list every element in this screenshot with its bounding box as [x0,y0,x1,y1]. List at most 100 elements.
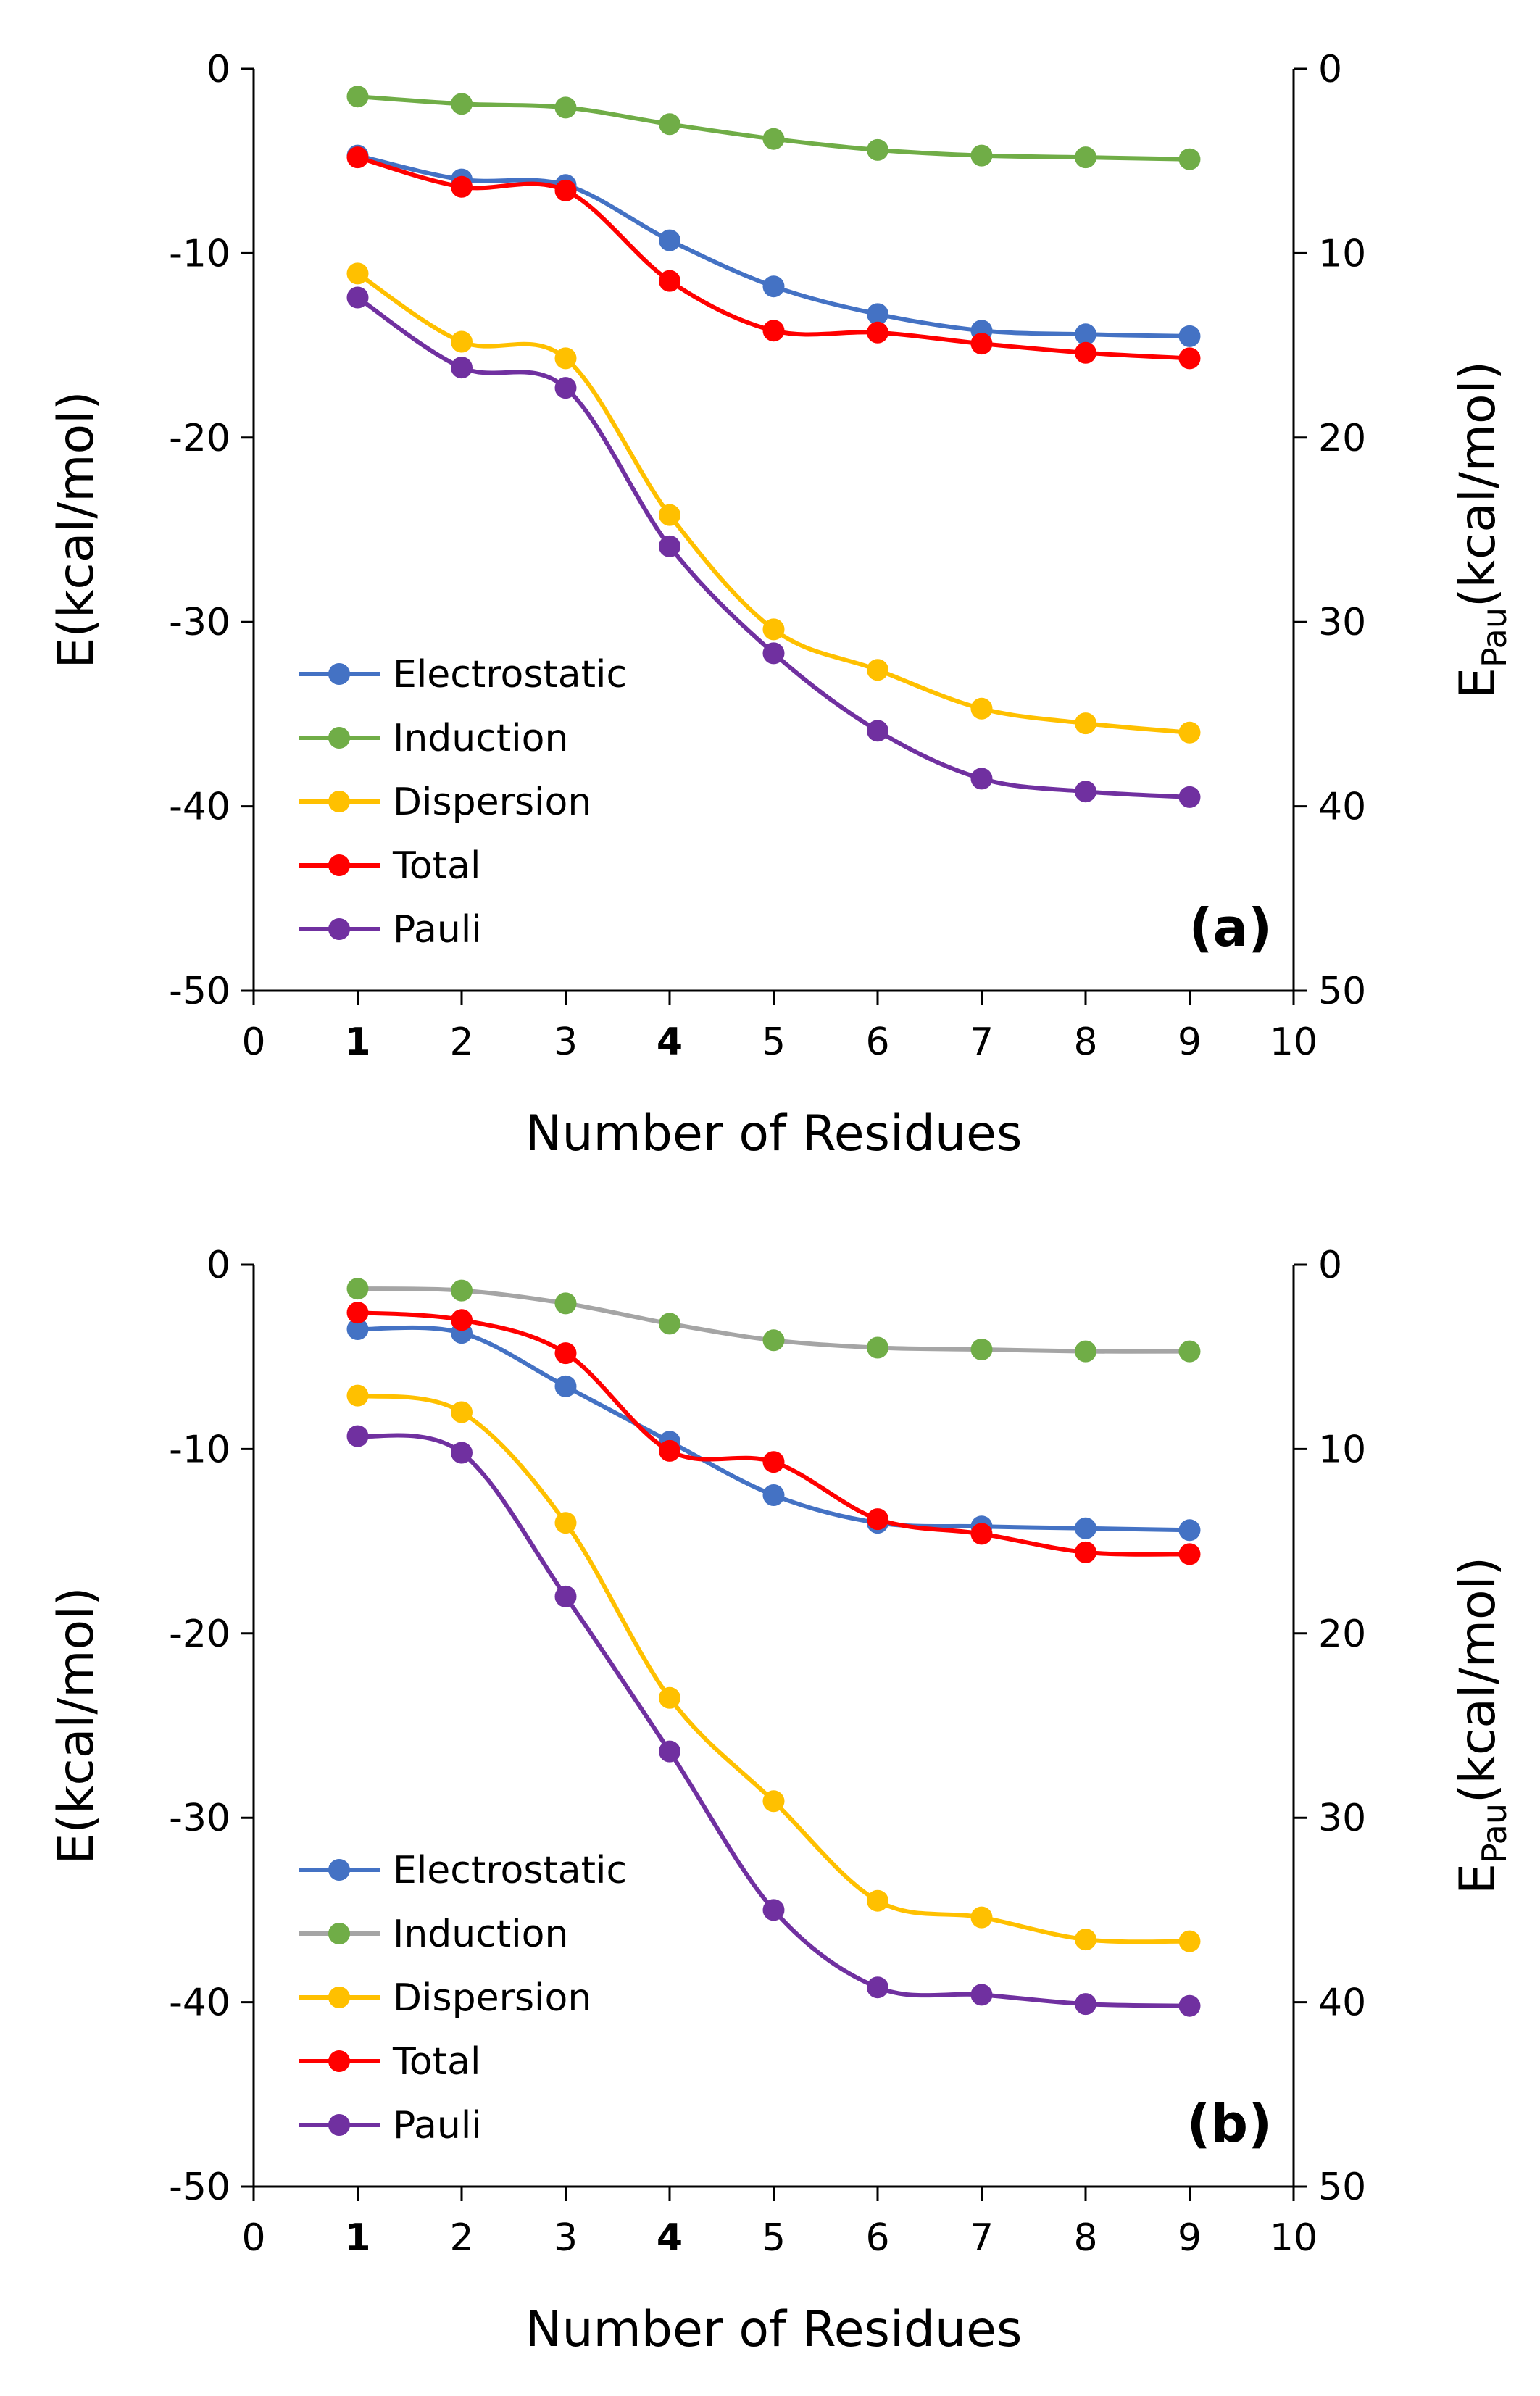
data-point-pauli [659,535,680,557]
data-point-induction [1075,146,1096,169]
data-point-pauli [1178,1994,1201,2017]
legend-marker-pauli [328,918,350,940]
data-point-total [451,175,473,198]
data-point-pauli [762,642,785,665]
legend-marker-total [328,2050,350,2072]
y2-tick-label: 40 [1318,786,1366,829]
x-axis-title: Number of Residues [525,2301,1023,2358]
y2-axis-title: EPau(kcal/mol) [1449,361,1514,699]
y2-axis-title-main: E [1449,1863,1507,1894]
x-tick-label: 7 [970,2216,994,2260]
x-tick-label: 6 [865,2216,889,2260]
y2-tick-label: 20 [1318,1613,1366,1656]
legend-label-induction: Induction [393,717,568,760]
data-point-total [867,321,888,344]
y2-axis-title-sub: Pau [1475,607,1514,667]
data-point-total [346,1302,369,1324]
x-tick-label: 2 [449,2216,473,2260]
chart-panel-b: 0 0 -10 10 -20 20 -30 30 -40 40 -50 50 0 1 2 3 4 5 6 7 8 9 10 N… [48,1244,1514,2358]
x-tick-label: 8 [1073,1020,1097,1064]
x-axis-title: Number of Residues [525,1105,1023,1162]
data-point-pauli [1075,1993,1096,2016]
data-point-pauli [659,1740,680,1763]
legend-label-electrostatic: Electrostatic [393,1849,627,1892]
y2-axis-title-rest: (kcal/mol) [1449,361,1507,607]
data-point-pauli [451,357,473,379]
y2-tick-label: 20 [1318,417,1366,460]
data-point-dispersion [970,697,993,720]
x-tick-label: 1 [344,1020,370,1064]
data-point-dispersion [659,504,680,526]
data-point-pauli [867,1976,888,1999]
data-point-dispersion [554,347,577,370]
legend-label-dispersion: Dispersion [393,781,591,824]
legend-marker-electrostatic [328,1859,350,1881]
data-point-dispersion [346,262,369,285]
legend-marker-induction [328,727,350,749]
data-point-induction [554,96,577,119]
y2-tick-label: 50 [1318,2166,1366,2209]
y-tick-label: -10 [169,1428,230,1471]
data-point-electrostatic [1075,323,1096,346]
data-point-induction [970,144,993,167]
data-point-induction [867,1336,888,1359]
data-point-total [867,1508,888,1531]
data-point-induction [451,93,473,115]
series-line-pauli [357,1433,1190,2008]
data-point-electrostatic [867,303,888,325]
data-point-dispersion [1178,721,1201,744]
x-tick-label: 3 [554,1020,578,1064]
data-point-pauli [1178,786,1201,808]
data-point-dispersion [1075,1929,1096,1951]
y-tick-label: -50 [169,970,230,1013]
data-point-dispersion [867,659,888,681]
y-tick-label: -10 [169,232,230,275]
data-point-induction [451,1279,473,1302]
data-point-electrostatic [1075,1517,1096,1539]
data-point-total [659,270,680,292]
data-point-electrostatic [1178,325,1201,347]
data-point-pauli [970,1984,993,2006]
data-point-dispersion [451,330,473,353]
y2-axis-title-rest: (kcal/mol) [1449,1557,1507,1803]
data-point-pauli [970,768,993,790]
x-tick-label: 5 [762,1020,786,1064]
data-point-dispersion [867,1889,888,1912]
x-tick-label: 4 [657,2216,683,2260]
y2-tick-label: 50 [1318,970,1366,1013]
x-tick-label: 2 [449,1020,473,1064]
data-point-total [451,1309,473,1331]
x-tick-label: 8 [1073,2216,1097,2260]
legend-label-electrostatic: Electrostatic [393,653,627,696]
data-point-electrostatic [762,275,785,298]
data-point-induction [1178,1340,1201,1363]
data-point-total [554,1342,577,1365]
data-point-induction [867,138,888,161]
y-tick-label: -50 [169,2166,230,2209]
panel-label: (b) [1187,2093,1272,2154]
y2-axis-title: EPau(kcal/mol) [1449,1557,1514,1894]
x-tick-label: 10 [1270,2216,1318,2260]
x-tick-label: 5 [762,2216,786,2260]
data-point-dispersion [451,1401,473,1423]
data-point-dispersion [554,1512,577,1534]
series-line-dispersion [357,1393,1190,1944]
data-point-total [1178,347,1201,370]
data-point-dispersion [1178,1930,1201,1952]
data-point-induction [659,1313,680,1335]
data-point-electrostatic [554,1375,577,1397]
data-point-induction [762,1329,785,1352]
data-point-total [1075,341,1096,364]
data-point-total [346,146,369,169]
data-point-electrostatic [762,1484,785,1506]
data-point-total [554,179,577,201]
data-point-induction [1178,148,1201,170]
legend-label-total: Total [392,844,480,888]
series-line-induction [357,94,1190,162]
data-point-induction [970,1339,993,1360]
y-tick-label: -30 [169,601,230,644]
panel-label: (a) [1189,897,1272,958]
x-tick-label: 7 [970,1020,994,1064]
data-point-pauli [1075,781,1096,803]
